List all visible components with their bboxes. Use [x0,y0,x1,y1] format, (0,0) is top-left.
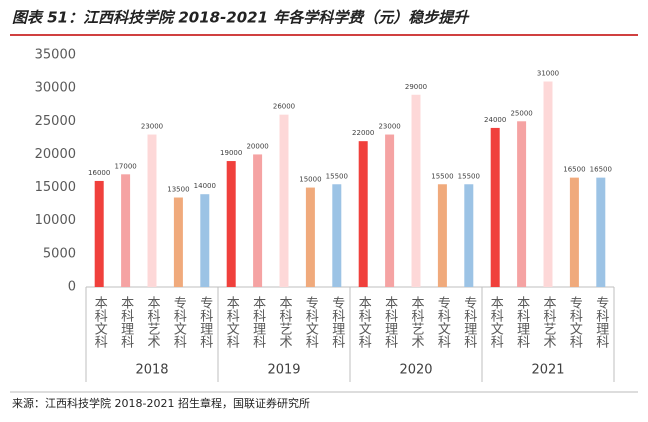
value-label: 16000 [88,169,110,177]
bar [411,94,421,288]
value-label: 23000 [378,123,400,131]
value-label: 16500 [590,166,612,174]
x-tick-label: 专科理科 [593,296,609,348]
value-label: 23000 [141,123,163,131]
bar [253,154,263,287]
bar [332,184,342,287]
x-group-label: 2019 [267,363,300,378]
bar [121,174,131,287]
x-tick-label: 本科理科 [118,296,134,348]
x-tick-label: 本科艺术 [541,296,557,348]
bar [200,194,210,287]
value-label: 29000 [405,83,427,91]
chart-title: 图表 51：江西科技学院 2018-2021 年各学科学费（元）稳步提升 [12,9,470,27]
value-label: 19000 [220,149,242,157]
value-label: 17000 [114,162,136,170]
value-label: 24000 [484,116,506,124]
value-label: 25000 [510,109,532,117]
x-tick-label: 本科艺术 [277,296,293,348]
y-tick-label: 20000 [35,147,76,162]
bar [358,141,368,287]
value-label: 15500 [326,172,348,180]
y-tick-label: 0 [68,280,76,295]
y-tick-label: 30000 [35,81,76,96]
x-tick-label: 本科理科 [382,296,398,348]
value-label: 14000 [194,182,216,190]
x-tick-label: 专科文科 [435,296,451,348]
x-tick-label: 专科文科 [171,296,187,348]
value-label: 15000 [299,176,321,184]
bar [173,197,183,287]
value-label: 26000 [273,103,295,111]
value-label: 15500 [458,172,480,180]
x-group-label: 2021 [531,363,564,378]
value-label: 22000 [352,129,374,137]
x-group-label: 2020 [399,363,432,378]
y-tick-label: 15000 [35,180,76,195]
value-label: 31000 [537,70,559,78]
x-tick-label: 专科理科 [329,296,345,348]
bar [147,134,157,287]
x-tick-label: 本科理科 [250,296,266,348]
y-tick-label: 10000 [35,213,76,228]
x-tick-label: 专科理科 [461,296,477,348]
x-tick-label: 本科文科 [356,296,372,348]
bar [305,187,315,287]
bar [279,114,289,288]
bar [94,180,104,287]
value-label: 16500 [563,166,585,174]
bar [385,134,395,287]
x-tick-label: 本科文科 [488,296,504,348]
value-label: 15500 [431,172,453,180]
bar [437,184,447,287]
x-tick-label: 本科文科 [92,296,108,348]
y-tick-label: 5000 [43,246,76,261]
y-tick-label: 35000 [35,48,76,63]
x-tick-label: 专科文科 [567,296,583,348]
y-tick-label: 25000 [35,114,76,129]
source: 来源：江西科技学院 2018-2021 招生章程，国联证券研究所 [12,396,310,410]
value-label: 20000 [246,142,268,150]
x-tick-label: 专科文科 [303,296,319,348]
bar [226,161,236,287]
x-tick-label: 本科艺术 [145,296,161,348]
x-tick-label: 本科艺术 [409,296,425,348]
x-tick-label: 专科理科 [197,296,213,348]
bar [596,177,606,287]
x-group-label: 2018 [135,363,168,378]
x-tick-label: 本科文科 [224,296,240,348]
bar [543,81,553,287]
x-tick-label: 本科理科 [514,296,530,348]
bar [490,127,500,288]
value-label: 13500 [167,186,189,194]
bar [517,121,527,288]
bar [569,177,579,287]
bar [464,184,474,287]
